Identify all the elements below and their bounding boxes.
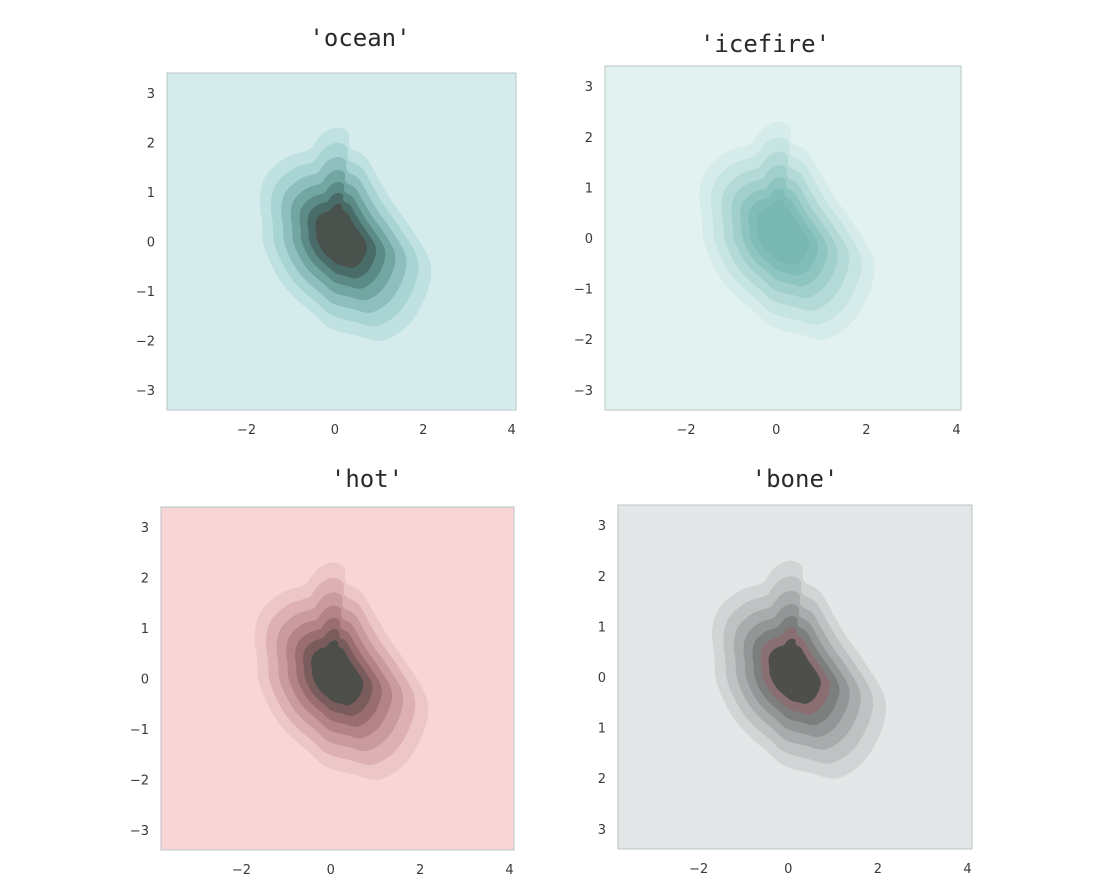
x-tick-label: 4 <box>963 862 971 877</box>
panel-ocean: −2 0 2 4 3 2 1 0 −1 −2 −3 <box>136 72 517 438</box>
y-tick-label: −3 <box>574 384 593 399</box>
y-tick-label: 0 <box>585 232 593 247</box>
y-tick-label: 2 <box>141 572 149 587</box>
y-tick-label: −1 <box>136 285 155 300</box>
y-tick-label: 0 <box>598 671 606 686</box>
y-tick-label: −2 <box>130 773 149 788</box>
panel-title-hot: 'hot' <box>330 465 404 493</box>
panel-bone: −2 0 2 4 3 2 1 0 1 2 3 <box>598 504 973 877</box>
x-tick-label: −2 <box>232 863 251 878</box>
y-tick-label: 2 <box>147 136 155 151</box>
panel-title-bone: 'bone' <box>751 465 839 493</box>
x-tick-label: −2 <box>677 423 696 438</box>
y-tick-label: −3 <box>130 824 149 839</box>
y-tick-label: 0 <box>141 673 149 688</box>
y-tick-label: 2 <box>598 570 606 585</box>
x-tick-label: 0 <box>331 423 339 438</box>
y-tick-label: 3 <box>585 80 593 95</box>
y-tick-label: 0 <box>147 236 155 251</box>
x-tick-label: 4 <box>507 423 515 438</box>
y-tick-label: 1 <box>141 622 149 637</box>
panel-title-icefire: 'icefire' <box>699 30 831 58</box>
contour-level-7 <box>315 203 367 268</box>
y-tick-label: 2 <box>585 131 593 146</box>
y-tick-label: 3 <box>147 87 155 102</box>
panel-icefire: −2 0 2 4 3 2 1 0 −1 −2 −3 <box>574 65 962 438</box>
y-tick-label: 3 <box>598 519 606 534</box>
x-tick-label: 2 <box>874 862 882 877</box>
y-tick-label: −2 <box>136 335 155 350</box>
y-tick-label: 3 <box>141 521 149 536</box>
x-tick-label: 0 <box>784 862 792 877</box>
contour-level-7 <box>311 640 364 706</box>
y-tick-label: 1 <box>147 186 155 201</box>
x-tick-label: 2 <box>416 863 424 878</box>
y-tick-label: −2 <box>574 333 593 348</box>
y-tick-label: 3 <box>598 823 606 838</box>
x-tick-label: −2 <box>237 423 256 438</box>
x-tick-label: 2 <box>419 423 427 438</box>
x-tick-label: 0 <box>772 423 780 438</box>
y-tick-label: 1 <box>598 722 606 737</box>
y-tick-label: −1 <box>574 283 593 298</box>
y-tick-label: −1 <box>130 723 149 738</box>
x-tick-label: 0 <box>327 863 335 878</box>
x-tick-label: 4 <box>505 863 513 878</box>
y-tick-label: 1 <box>585 181 593 196</box>
y-tick-label: 1 <box>598 620 606 635</box>
x-tick-label: 4 <box>952 423 960 438</box>
x-tick-label: 2 <box>862 423 870 438</box>
panel-hot: −2 0 2 4 3 2 1 0 −1 −2 −3 <box>130 506 515 878</box>
y-tick-label: 2 <box>598 772 606 787</box>
y-tick-label: −3 <box>136 384 155 399</box>
panel-title-ocean: 'ocean' <box>309 24 411 52</box>
contour-level-7 <box>768 638 821 704</box>
contour-level-7 <box>756 199 809 265</box>
x-tick-label: −2 <box>689 862 708 877</box>
